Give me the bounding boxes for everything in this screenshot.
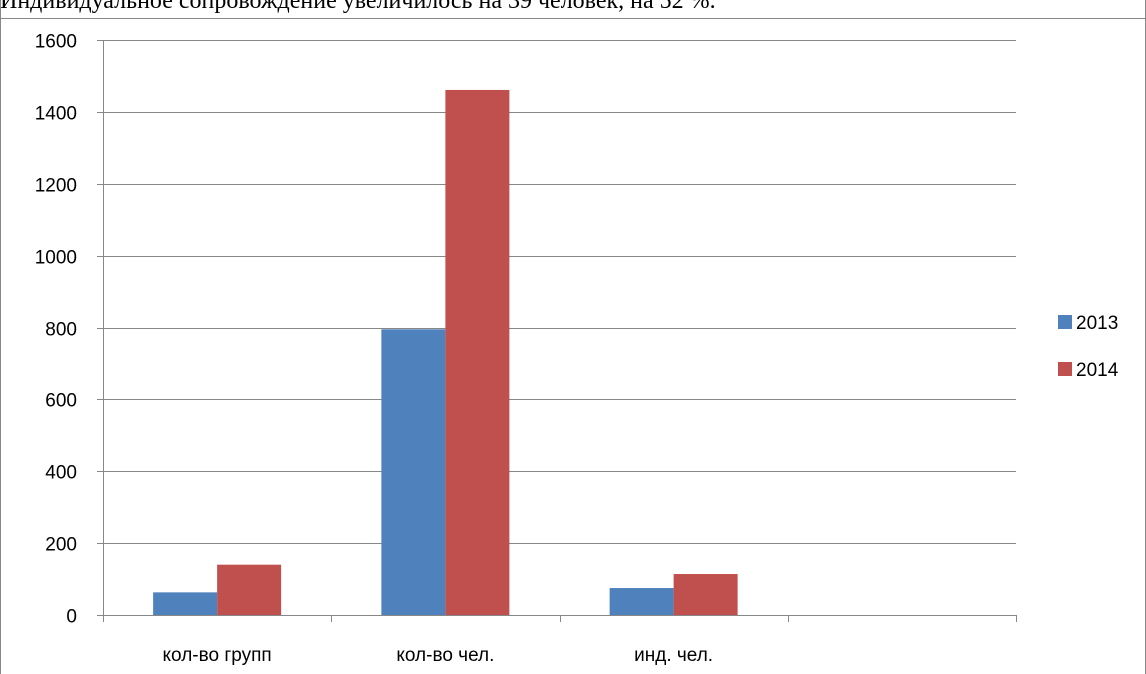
legend-swatch-2013	[1058, 315, 1072, 329]
bar-2014-0	[217, 564, 282, 615]
bar-2013-2	[609, 588, 674, 615]
bar-2014-1	[445, 89, 510, 615]
bar-2013-1	[381, 329, 446, 615]
gridlines	[103, 40, 1016, 544]
y-tick-label: 0	[66, 607, 77, 628]
y-tick-label: 800	[45, 320, 77, 341]
legend: 2013 2014	[1058, 313, 1119, 381]
y-tick-label: 400	[45, 463, 77, 484]
bars	[153, 89, 738, 615]
x-tick-label: инд. чел.	[634, 645, 713, 666]
x-axis: кол-во групп кол-во чел. инд. чел.	[103, 615, 1017, 666]
legend-label-2014: 2014	[1076, 360, 1119, 381]
legend-label-2013: 2013	[1076, 313, 1118, 334]
legend-swatch-2014	[1058, 362, 1072, 376]
y-tick-label: 1400	[35, 104, 77, 125]
x-tick-label: кол-во групп	[163, 645, 272, 666]
y-tick-label: 1000	[35, 248, 77, 269]
y-tick-label: 200	[45, 535, 77, 556]
y-tick-label: 600	[45, 391, 77, 412]
y-axis: 0 200 400 600 800 1000 1200 1400 1600	[35, 32, 104, 628]
y-tick-label: 1600	[35, 32, 77, 53]
header-text: Индивидуальное сопровождение увеличилось…	[0, 0, 716, 14]
bar-2013-0	[153, 592, 218, 615]
bar-2014-2	[673, 574, 738, 615]
y-tick-label: 1200	[35, 176, 77, 197]
x-tick-label: кол-во чел.	[396, 645, 494, 666]
